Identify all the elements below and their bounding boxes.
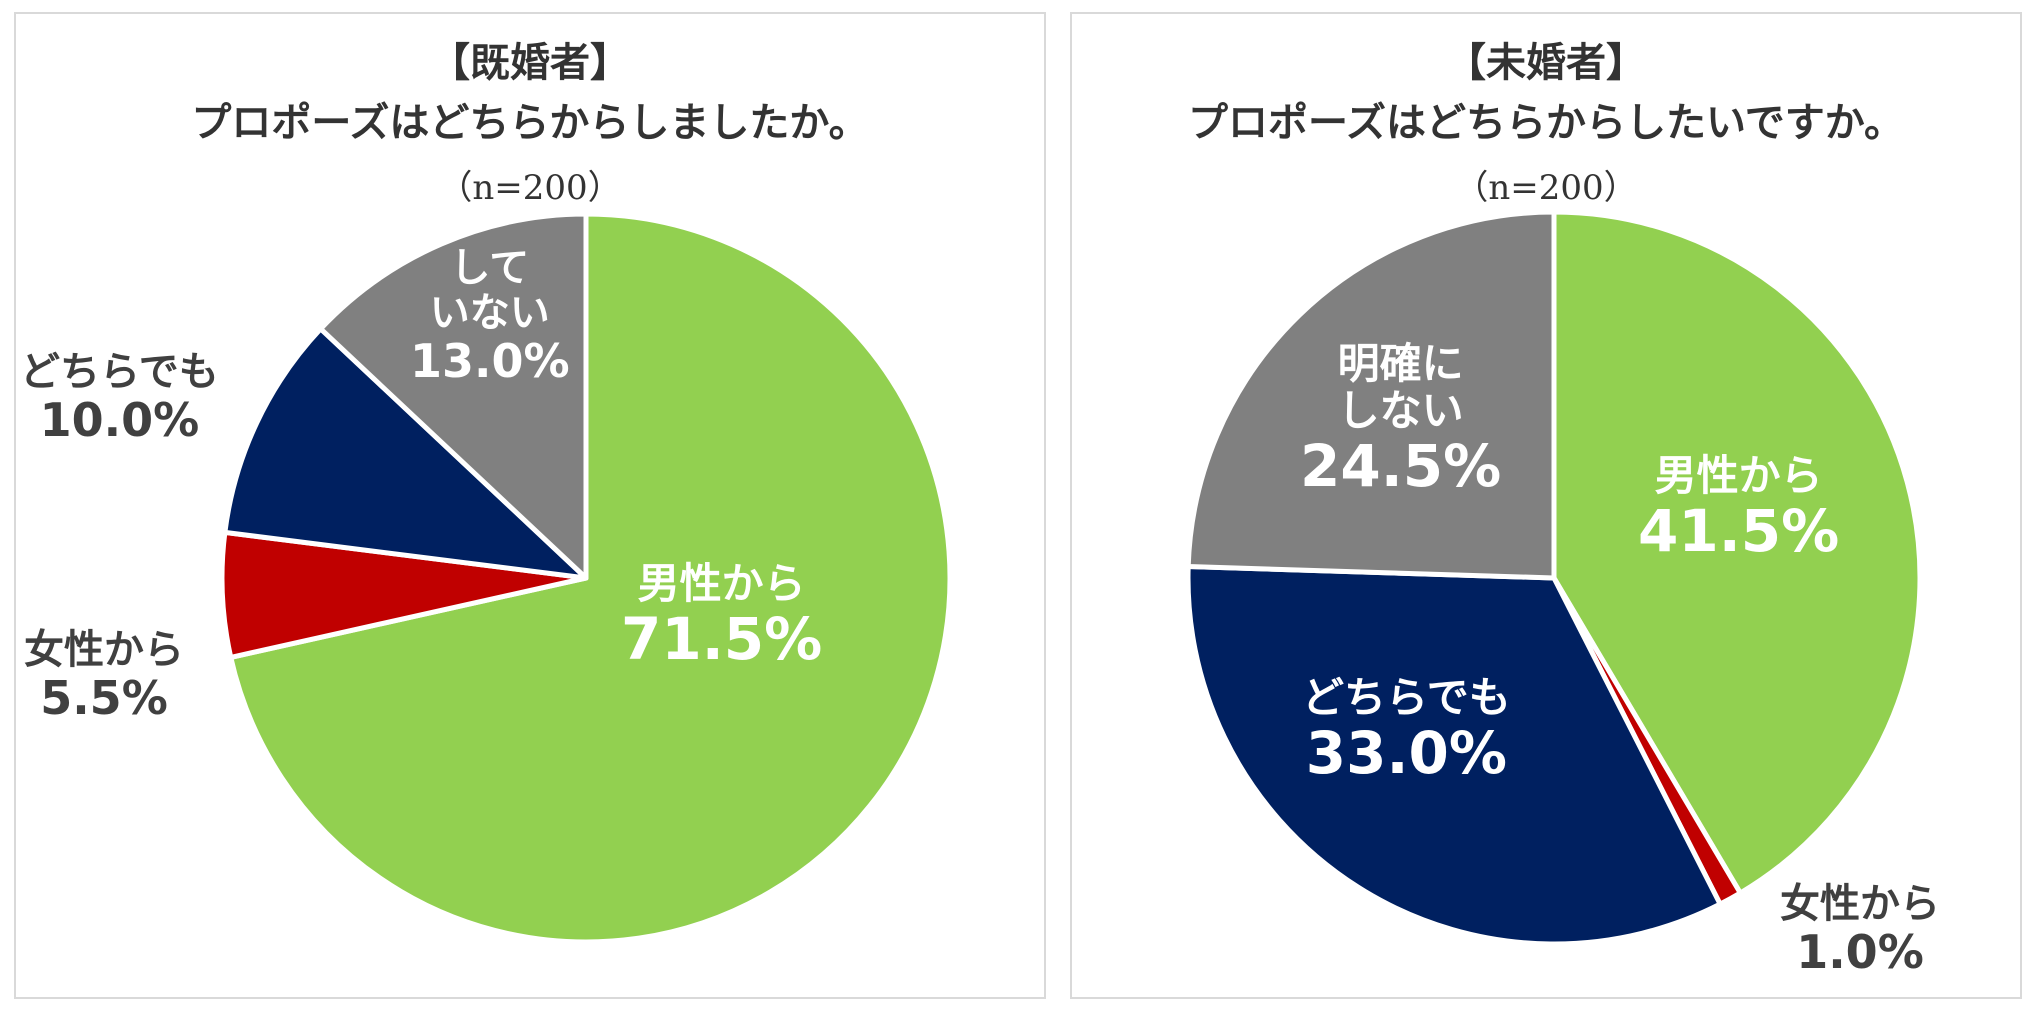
slice-label-text: 女性から: [24, 627, 184, 673]
slice-label-text: どちらでも: [1302, 673, 1511, 722]
chart-title: 【既婚者】: [430, 40, 630, 86]
slice-value: 5.5%: [40, 670, 168, 725]
slice-label-text: して: [450, 245, 530, 291]
slice-value: 41.5%: [1638, 497, 1840, 566]
slice-male: [1551, 209, 1923, 896]
pie-chart-married: [219, 211, 953, 945]
slice-label-text: しない: [1337, 386, 1464, 436]
slice-value: 13.0%: [410, 333, 570, 388]
slice-label-text: 男性から: [637, 559, 806, 608]
slice-label-female: 女性から 1.0%: [1780, 882, 1940, 978]
slice-label-text: いない: [429, 289, 550, 336]
slice-other: [1185, 209, 1557, 581]
slice-label-text: 男性から: [1654, 451, 1823, 500]
sample-size: （n=200）: [1454, 168, 1638, 208]
slice-label-either: どちらでも 10.0%: [20, 350, 219, 446]
slice-label-text: 明確に: [1337, 339, 1464, 388]
slice-label-none: して いない 13.0%: [410, 246, 570, 387]
chart-subtitle: プロポーズはどちらからしたいですか。: [1188, 100, 1904, 146]
slice-label-text: 女性から: [1780, 881, 1940, 927]
chart-panel-married: 【既婚者】 プロポーズはどちらからしましたか。 （n=200） 男性から 71.…: [14, 12, 1046, 999]
sample-size: （n=200）: [438, 168, 622, 208]
slice-value: 10.0%: [39, 392, 200, 447]
chart-subtitle: プロポーズはどちらからしましたか。: [191, 100, 869, 146]
slice-either: [222, 326, 589, 581]
slice-either: [1185, 564, 1723, 947]
slice-value: 24.5%: [1300, 432, 1502, 501]
slice-value: 33.0%: [1305, 719, 1507, 788]
slice-other: [318, 211, 589, 581]
pie-chart-unmarried: [1185, 209, 1923, 947]
slice-male: [228, 211, 953, 945]
slice-label-male: 男性から 41.5%: [1638, 452, 1839, 564]
slice-label-either: どちらでも 33.0%: [1302, 674, 1511, 786]
chart-title: 【未婚者】: [1446, 40, 1646, 86]
slice-label-female: 女性から 5.5%: [24, 628, 184, 724]
slice-label-unclear: 明確に しない 24.5%: [1300, 340, 1501, 499]
slice-value: 1.0%: [1796, 924, 1924, 979]
chart-panel-unmarried: 【未婚者】 プロポーズはどちらからしたいですか。 （n=200） 男性から 41…: [1070, 12, 2022, 999]
slice-value: 71.5%: [621, 605, 823, 674]
slice-label-text: どちらでも: [20, 349, 219, 395]
slice-label-male: 男性から 71.5%: [621, 560, 822, 672]
